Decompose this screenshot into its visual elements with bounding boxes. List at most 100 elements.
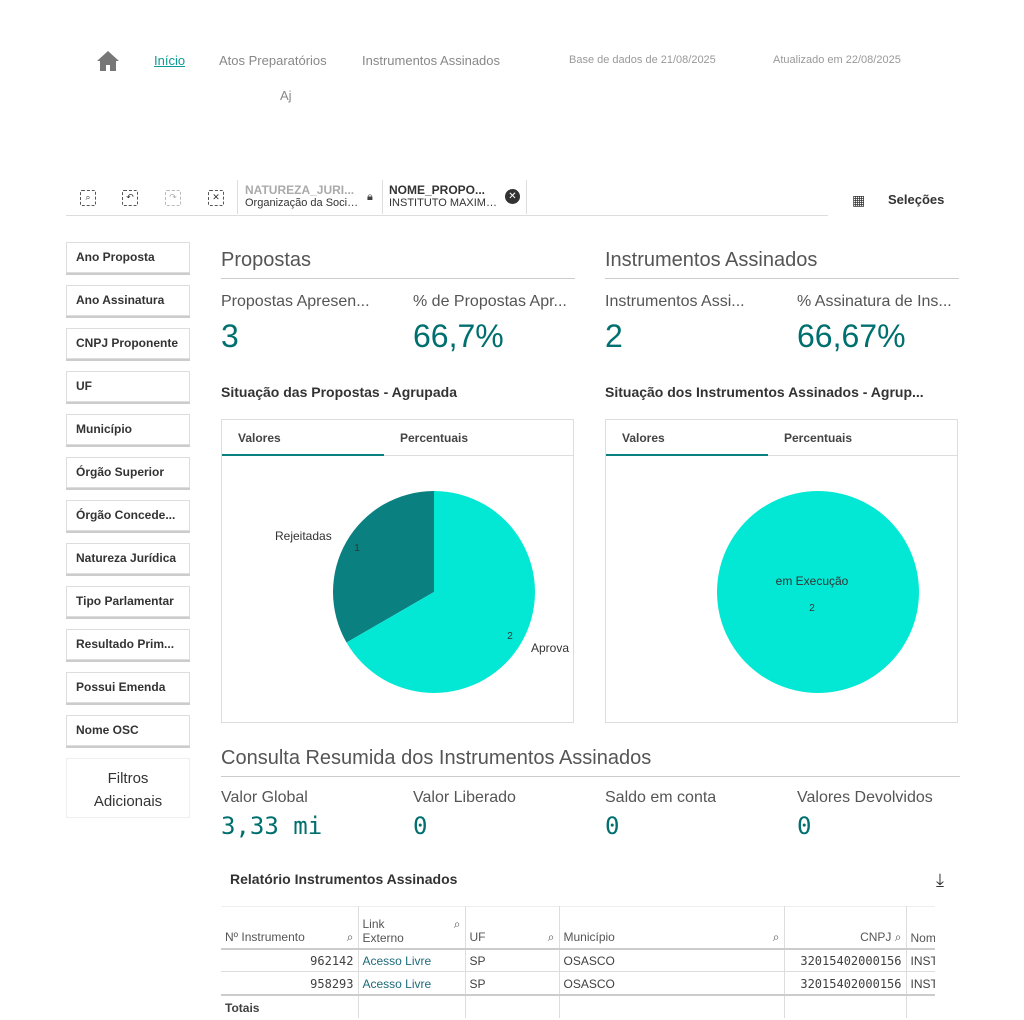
- lock-icon: 🔒︎: [367, 191, 373, 203]
- kpi-value: 66,7%: [413, 318, 504, 354]
- nav-atos-preparatorios[interactable]: Atos Preparatórios: [219, 53, 327, 68]
- slice-value: 1: [354, 543, 360, 554]
- updated-date: Atualizado em 22/08/2025: [773, 54, 901, 66]
- filter-orgao-concedente[interactable]: Órgão Concede...: [66, 500, 190, 531]
- filter-municipio[interactable]: Município: [66, 414, 190, 445]
- search-icon[interactable]: ⌕: [772, 929, 780, 944]
- pie-slice[interactable]: [346, 491, 535, 693]
- slice-label: Rejeitadas: [275, 529, 332, 543]
- chip-value: INSTITUTO MAXIMO...: [389, 197, 499, 209]
- selections-grid-icon[interactable]: ▦: [852, 192, 866, 208]
- relatorio-table: Nº Instrumento ⌕ Link Externo ⌕ UF ⌕ Munic…: [221, 906, 935, 1018]
- kpi-value: 2: [605, 318, 623, 354]
- cell: 958293: [221, 971, 359, 995]
- filter-cnpj[interactable]: CNPJ Proponente: [66, 328, 190, 359]
- header-n-instrumento[interactable]: Nº Instrumento ⌕: [221, 906, 359, 949]
- nav-inicio[interactable]: Início: [154, 53, 186, 68]
- kpi-label: Saldo em conta: [605, 789, 717, 806]
- download-icon[interactable]: ⤓: [936, 870, 944, 890]
- filter-ano-assinatura[interactable]: Ano Assinatura: [66, 285, 190, 316]
- slice-value: 2: [507, 631, 513, 642]
- totals-row: Totais: [221, 994, 935, 1018]
- pie-slice[interactable]: [333, 491, 434, 643]
- chart-title: Situação dos Instrumentos Assinados - Ag…: [605, 384, 924, 400]
- link-cell[interactable]: Acesso Livre: [358, 948, 466, 972]
- header-uf[interactable]: UF ⌕: [465, 906, 560, 949]
- search-icon[interactable]: ⌕: [453, 916, 461, 931]
- filter-natureza-juridica[interactable]: Natureza Jurídica: [66, 543, 190, 574]
- cell: INST: [906, 948, 935, 972]
- kpi-label: % de Propostas Apr...: [413, 293, 567, 310]
- cell: SP: [465, 971, 560, 995]
- table-row: 958293 Acesso Livre SP OSASCO 32015402000156…: [221, 971, 935, 995]
- tab-valores[interactable]: Valores: [606, 420, 768, 456]
- filtros-adicionais-button[interactable]: Filtros Adicionais: [66, 758, 190, 818]
- pie-slice[interactable]: [717, 491, 919, 693]
- nav-sub[interactable]: Aj: [280, 88, 292, 103]
- clear-selections-icon[interactable]: ✕: [208, 190, 224, 206]
- cell: 32015402000156: [784, 971, 907, 995]
- kpi-label: Valor Global: [221, 789, 308, 806]
- tab-valores[interactable]: Valores: [222, 420, 384, 456]
- kpi-value: 0: [797, 812, 812, 840]
- step-back-icon[interactable]: ↶: [122, 190, 138, 206]
- slice-label: em Execução: [776, 574, 849, 588]
- chip-value: Organização da Socieda...: [245, 197, 363, 209]
- consulta-title: Consulta Resumida dos Instrumentos Assin…: [221, 747, 960, 777]
- filter-orgao-superior[interactable]: Órgão Superior: [66, 457, 190, 488]
- cell: OSASCO: [559, 948, 785, 972]
- header-link-externo[interactable]: Link Externo ⌕: [358, 906, 466, 949]
- search-icon[interactable]: ⌕: [894, 929, 902, 944]
- kpi-label: % Assinatura de Ins...: [797, 293, 952, 310]
- search-icon[interactable]: ⌕: [346, 929, 354, 944]
- remove-selection-icon[interactable]: ✕: [505, 189, 520, 204]
- propostas-pie[interactable]: Rejeitadas 1 Aprova 2: [222, 456, 573, 722]
- chip-field: NATUREZA_JURI...: [245, 184, 355, 197]
- kpi-value: 66,67%: [797, 318, 906, 354]
- kpi-value: 3,33 mi: [221, 812, 323, 840]
- filter-tipo-parlamentar[interactable]: Tipo Parlamentar: [66, 586, 190, 617]
- cell: INST: [906, 971, 935, 995]
- tab-percentuais[interactable]: Percentuais: [768, 420, 958, 456]
- link-cell[interactable]: Acesso Livre: [358, 971, 466, 995]
- chart-title: Situação das Propostas - Agrupada: [221, 384, 457, 400]
- selecoes-button[interactable]: Seleções: [888, 192, 945, 207]
- filter-nome-osc[interactable]: Nome OSC: [66, 715, 190, 746]
- chip-field: NOME_PROPO...: [389, 184, 486, 197]
- totais-label: Totais: [221, 994, 359, 1018]
- search-icon[interactable]: ⌕: [547, 929, 555, 944]
- filter-resultado[interactable]: Resultado Prim...: [66, 629, 190, 660]
- header-cnpj[interactable]: CNPJ ⌕: [784, 906, 907, 949]
- propostas-title: Propostas: [221, 249, 575, 279]
- selection-chip-nome[interactable]: NOME_PROPO... INSTITUTO MAXIMO...: [389, 184, 499, 210]
- kpi-label: Valores Devolvidos: [797, 789, 933, 806]
- filter-ano-proposta[interactable]: Ano Proposta: [66, 242, 190, 273]
- kpi-label: Propostas Apresen...: [221, 293, 370, 310]
- header-municipio[interactable]: Município ⌕: [559, 906, 785, 949]
- table-row: 962142 Acesso Livre SP OSASCO 32015402000156…: [221, 948, 935, 972]
- kpi-value: 0: [605, 812, 620, 840]
- cell: SP: [465, 948, 560, 972]
- kpi-value: 3: [221, 318, 239, 354]
- kpi-label: Valor Liberado: [413, 789, 516, 806]
- tab-percentuais[interactable]: Percentuais: [384, 420, 574, 456]
- step-forward-icon[interactable]: ↷: [165, 190, 181, 206]
- home-icon[interactable]: [96, 50, 120, 72]
- label: Adicionais: [93, 793, 163, 810]
- nav-instrumentos-assinados[interactable]: Instrumentos Assinados: [362, 53, 501, 68]
- smart-search-icon[interactable]: ⌕: [80, 190, 96, 206]
- header-nome[interactable]: Nom: [906, 906, 935, 949]
- relatorio-title: Relatório Instrumentos Assinados: [230, 871, 458, 887]
- selection-chip-natureza[interactable]: NATUREZA_JURI... Organização da Socieda..…: [245, 184, 363, 210]
- kpi-value: 0: [413, 812, 428, 840]
- label: Filtros: [107, 770, 149, 787]
- base-date: Base de dados de 21/08/2025: [569, 54, 716, 66]
- filter-possui-emenda[interactable]: Possui Emenda: [66, 672, 190, 703]
- cell: 32015402000156: [784, 948, 907, 972]
- instrumentos-chart-box: Valores Percentuais em Execução 2: [605, 419, 958, 723]
- cell: 962142: [221, 948, 359, 972]
- filter-uf[interactable]: UF: [66, 371, 190, 402]
- instrumentos-title: Instrumentos Assinados: [605, 249, 959, 279]
- instrumentos-pie[interactable]: em Execução 2: [606, 456, 957, 722]
- slice-label: Aprova: [531, 641, 569, 655]
